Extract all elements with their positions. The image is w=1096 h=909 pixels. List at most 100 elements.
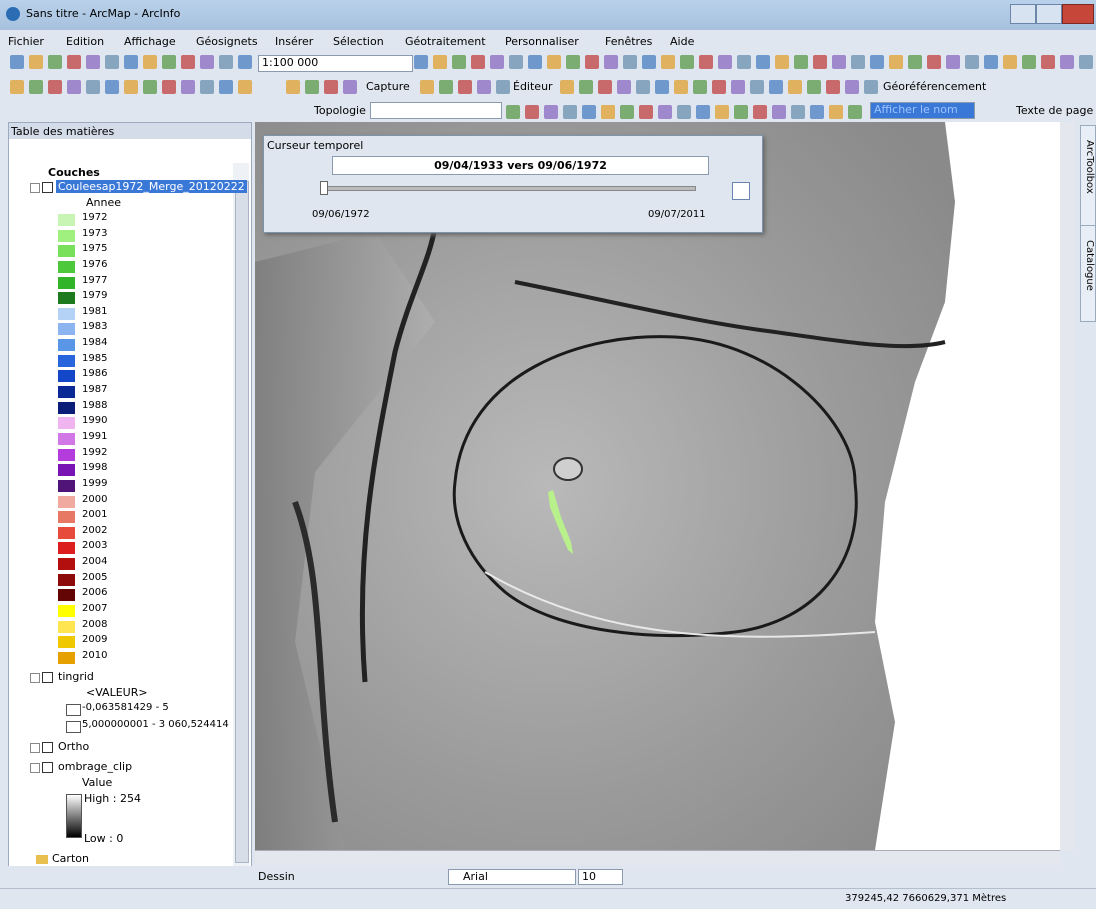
toolbar-button[interactable] — [579, 80, 593, 94]
toolbar-button[interactable] — [1079, 55, 1093, 69]
menu-item[interactable]: Fichier — [8, 35, 44, 48]
toolbar-button[interactable] — [826, 80, 840, 94]
toolbar-button[interactable] — [433, 55, 447, 69]
toolbar-button[interactable] — [238, 55, 252, 69]
toolbar-button[interactable] — [677, 105, 691, 119]
toolbar-button[interactable] — [848, 105, 862, 119]
toolbar-button[interactable] — [829, 105, 843, 119]
georef-menu[interactable]: Géoréférencement — [883, 80, 987, 93]
toolbar-button[interactable] — [105, 80, 119, 94]
toolbar-button[interactable] — [181, 55, 195, 69]
toolbar-button[interactable] — [756, 55, 770, 69]
toolbar-button[interactable] — [775, 55, 789, 69]
toolbar-button[interactable] — [124, 80, 138, 94]
toolbar-button[interactable] — [810, 105, 824, 119]
menu-item[interactable]: Géotraitement — [405, 35, 486, 48]
layer-checkbox[interactable] — [42, 741, 53, 753]
toolbar-button[interactable] — [655, 80, 669, 94]
toolbar-button[interactable] — [870, 55, 884, 69]
toolbar-button[interactable] — [1041, 55, 1055, 69]
menu-item[interactable]: Sélection — [333, 35, 384, 48]
toolbar-button[interactable] — [181, 80, 195, 94]
toolbar-button[interactable] — [772, 105, 786, 119]
toolbar-button[interactable] — [200, 80, 214, 94]
toolbar-button[interactable] — [908, 55, 922, 69]
toolbar-button[interactable] — [737, 55, 751, 69]
toolbar-button[interactable] — [715, 105, 729, 119]
toolbar-button[interactable] — [696, 105, 710, 119]
layer-name[interactable]: ombrage_clip — [58, 759, 133, 773]
menu-item[interactable]: Edition — [66, 35, 105, 48]
toolbar-button[interactable] — [693, 80, 707, 94]
toolbar-button[interactable] — [658, 105, 672, 119]
toolbar-button[interactable] — [791, 105, 805, 119]
toolbar-button[interactable] — [48, 80, 62, 94]
toolbar-button[interactable] — [528, 55, 542, 69]
toolbar-button[interactable] — [471, 55, 485, 69]
menu-item[interactable]: Aide — [670, 35, 695, 48]
page-text-menu[interactable]: Texte de page — [1016, 104, 1094, 117]
toolbar-button[interactable] — [560, 80, 574, 94]
toolbar-button[interactable] — [86, 80, 100, 94]
toolbar-button[interactable] — [636, 80, 650, 94]
toolbar-button[interactable] — [286, 80, 300, 94]
toolbar-button[interactable] — [563, 105, 577, 119]
toolbar-button[interactable] — [509, 55, 523, 69]
toolbar-button[interactable] — [200, 55, 214, 69]
minimize-button[interactable] — [1010, 4, 1036, 24]
toolbar-button[interactable] — [965, 55, 979, 69]
toolbar-button[interactable] — [477, 80, 491, 94]
expand-box[interactable] — [30, 183, 40, 193]
font-box[interactable]: Arial — [448, 869, 576, 885]
toolbar-button[interactable] — [566, 55, 580, 69]
toolbar-button[interactable] — [29, 55, 43, 69]
toolbar-button[interactable] — [661, 55, 675, 69]
toolbar-button[interactable] — [420, 80, 434, 94]
toolbar-button[interactable] — [832, 55, 846, 69]
toolbar-button[interactable] — [439, 80, 453, 94]
toolbar-button[interactable] — [1003, 55, 1017, 69]
expand-box[interactable] — [30, 672, 40, 683]
toolbar-button[interactable] — [1060, 55, 1074, 69]
layer-checkbox[interactable] — [42, 182, 53, 193]
toolbar-button[interactable] — [639, 105, 653, 119]
toolbar-button[interactable] — [769, 80, 783, 94]
toolbar-button[interactable] — [601, 105, 615, 119]
size-box[interactable]: 10 — [578, 869, 623, 885]
toolbar-button[interactable] — [604, 55, 618, 69]
layer-checkbox[interactable] — [42, 761, 53, 773]
toolbar-button[interactable] — [162, 80, 176, 94]
slider-track[interactable] — [322, 186, 696, 191]
toolbar-button[interactable] — [788, 80, 802, 94]
toolbar-button[interactable] — [219, 55, 233, 69]
toolbar-button[interactable] — [67, 55, 81, 69]
toolbar-button[interactable] — [623, 55, 637, 69]
toolbar-button[interactable] — [731, 80, 745, 94]
toolbar-button[interactable] — [889, 55, 903, 69]
menu-item[interactable]: Fenêtres — [605, 35, 653, 48]
menu-item[interactable]: Géosignets — [196, 35, 258, 48]
toolbar-button[interactable] — [585, 55, 599, 69]
toolbar-button[interactable] — [734, 105, 748, 119]
toolbar-button[interactable] — [414, 55, 428, 69]
toolbar-button[interactable] — [680, 55, 694, 69]
toolbar-button[interactable] — [219, 80, 233, 94]
toolbar-button[interactable] — [582, 105, 596, 119]
toolbar-button[interactable] — [525, 105, 539, 119]
toolbar-button[interactable] — [617, 80, 631, 94]
toc-group[interactable]: Carton — [52, 852, 89, 865]
toc-scroll-thumb[interactable] — [235, 181, 249, 863]
toolbar-button[interactable] — [105, 55, 119, 69]
layer-name[interactable]: Ortho — [58, 739, 90, 753]
capture-menu[interactable]: Capture — [366, 80, 410, 93]
toolbar-button[interactable] — [674, 80, 688, 94]
toolbar-button[interactable] — [506, 105, 520, 119]
toolbar-button[interactable] — [324, 80, 338, 94]
toolbar-button[interactable] — [10, 80, 24, 94]
play-button[interactable] — [732, 182, 750, 200]
toolbar-button[interactable] — [124, 55, 138, 69]
toolbar-button[interactable] — [984, 55, 998, 69]
menu-item[interactable]: Affichage — [124, 35, 176, 48]
menu-item[interactable]: Personnaliser — [505, 35, 579, 48]
toolbar-button[interactable] — [143, 55, 157, 69]
